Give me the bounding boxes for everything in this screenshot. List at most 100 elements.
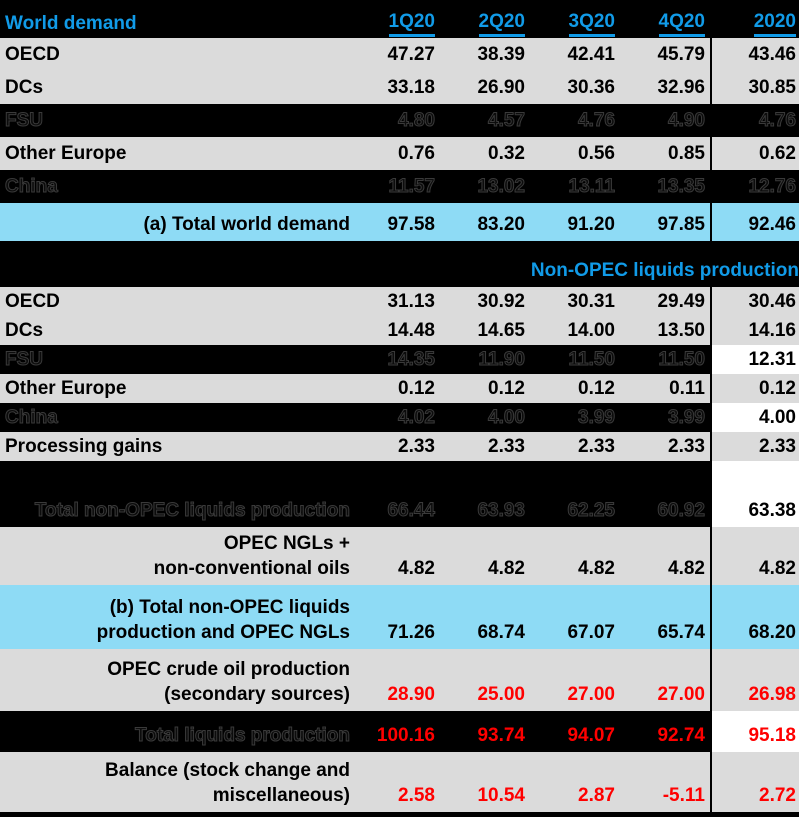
col-header-1q20: 1Q20: [350, 8, 440, 38]
col-header-4q20: 4Q20: [620, 8, 710, 38]
section-non-opec-label: Non-OPEC liquids production: [530, 260, 799, 281]
row-processing-gains-value-4q20: 2.33: [668, 436, 705, 457]
row-fsu-demand-value-2020: 4.76: [710, 104, 799, 137]
row-opec-ngls-value-2q20: 4.82: [488, 558, 525, 579]
row-total-non-opec: Total non-OPEC liquids production 66.44 63…: [0, 461, 799, 527]
row-opec-ngls-value-2020: 4.82: [710, 527, 799, 585]
row-opec-ngls-value-3q20: 4.82: [578, 558, 615, 579]
row-china-production-value-2020: 4.00: [710, 403, 799, 432]
row-total-world-demand-value-1q20: 97.58: [387, 214, 435, 235]
row-dcs-demand-value-3q20: 30.36: [567, 77, 615, 98]
col-header-2q20: 2Q20: [440, 8, 530, 38]
row-dcs-demand-value-2q20: 26.90: [477, 77, 525, 98]
row-china-production-value-1q20: 4.02: [398, 407, 436, 429]
row-oecd-production-value-3q20: 30.31: [567, 291, 615, 312]
row-fsu-production-value-2q20: 11.90: [478, 349, 526, 371]
row-total-non-opec-value-1q20: 66.44: [387, 500, 436, 522]
col-header-1q20-label: 1Q20: [388, 9, 435, 37]
row-dcs-production: DCs 14.48 14.65 14.00 13.50 14.16: [0, 316, 799, 345]
row-total-liquids-value-4q20: 92.74: [657, 725, 705, 746]
row-balance-value-4q20: -5.11: [662, 785, 705, 806]
row-total-world-demand-value-2q20: 83.20: [477, 214, 525, 235]
row-total-non-opec-and-ngls-value-4q20: 65.74: [657, 622, 705, 643]
row-opec-crude: OPEC crude oil production (secondary sour…: [0, 649, 799, 711]
row-processing-gains-label: Processing gains: [5, 436, 163, 457]
row-fsu-production-value-2020: 12.31: [710, 345, 799, 374]
row-oecd-production: OECD 31.13 30.92 30.31 29.49 30.46: [0, 287, 799, 316]
row-fsu-production-value-3q20: 11.50: [568, 349, 616, 371]
row-china-production-value-3q20: 3.99: [578, 407, 616, 429]
row-other-europe-production-value-2020: 0.12: [710, 374, 799, 403]
row-opec-ngls: OPEC NGLs + non-conventional oils 4.82 4.82…: [0, 527, 799, 585]
row-dcs-production-value-4q20: 13.50: [657, 320, 705, 341]
col-header-3q20-label: 3Q20: [568, 9, 615, 37]
row-total-liquids-value-1q20: 100.16: [376, 725, 435, 746]
row-other-europe-production-value-4q20: 0.11: [669, 378, 705, 399]
row-balance-value-1q20: 2.58: [398, 785, 435, 806]
row-china-demand-value-3q20: 13.11: [568, 176, 616, 198]
row-dcs-demand-label: DCs: [5, 77, 44, 98]
row-oecd-production-value-4q20: 29.49: [657, 291, 705, 312]
row-dcs-production-value-3q20: 14.00: [567, 320, 615, 341]
row-oecd-demand-value-4q20: 45.79: [657, 44, 705, 65]
table-title: World demand: [5, 12, 137, 34]
row-fsu-production-value-1q20: 14.35: [387, 349, 436, 371]
col-header-2q20-label: 2Q20: [478, 9, 525, 37]
row-processing-gains-value-1q20: 2.33: [398, 436, 435, 457]
row-fsu-demand-value-2q20: 4.57: [488, 110, 526, 132]
row-total-non-opec-value-2020: 63.38: [710, 461, 799, 527]
row-total-non-opec-and-ngls-value-3q20: 67.07: [567, 622, 615, 643]
row-dcs-production-label: DCs: [5, 320, 44, 341]
row-other-europe-demand-value-4q20: 0.85: [668, 143, 705, 164]
row-opec-crude-value-3q20: 27.00: [567, 684, 615, 705]
row-oecd-demand-value-3q20: 42.41: [567, 44, 615, 65]
row-dcs-demand: DCs 33.18 26.90 30.36 32.96 30.85: [0, 71, 799, 104]
row-other-europe-production-value-3q20: 0.12: [578, 378, 615, 399]
row-total-liquids-value-3q20: 94.07: [567, 725, 615, 746]
row-processing-gains-value-2020: 2.33: [710, 432, 799, 461]
row-dcs-production-value-1q20: 14.48: [387, 320, 435, 341]
row-total-non-opec-value-2q20: 63.93: [477, 500, 526, 522]
row-total-non-opec-and-ngls-value-2020: 68.20: [710, 585, 799, 649]
section-non-opec: Non-OPEC liquids production: [0, 241, 799, 287]
row-total-world-demand-label: (a) Total world demand: [143, 214, 350, 235]
row-total-liquids: Total liquids production 100.16 93.74 94.07…: [0, 711, 799, 752]
row-processing-gains: Processing gains 2.33 2.33 2.33 2.33 2.33: [0, 432, 799, 461]
col-header-2020-label: 2020: [753, 9, 796, 37]
col-header-2020: 2020: [710, 8, 799, 38]
row-other-europe-demand-value-1q20: 0.76: [398, 143, 435, 164]
row-other-europe-demand-value-3q20: 0.56: [578, 143, 615, 164]
row-fsu-demand-value-3q20: 4.76: [578, 110, 616, 132]
row-fsu-demand-value-1q20: 4.80: [398, 110, 436, 132]
row-total-non-opec-value-3q20: 62.25: [567, 500, 616, 522]
row-balance-value-2q20: 10.54: [477, 785, 525, 806]
row-opec-crude-value-2020: 26.98: [710, 649, 799, 711]
row-fsu-demand-value-4q20: 4.90: [668, 110, 706, 132]
row-fsu-production: FSU 14.35 11.90 11.50 11.50 12.31: [0, 345, 799, 374]
row-total-world-demand-value-2020: 92.46: [710, 203, 799, 241]
row-total-non-opec-and-ngls: (b) Total non-OPEC liquids production and…: [0, 585, 799, 649]
row-balance: Balance (stock change and miscellaneous) 2…: [0, 752, 799, 812]
row-total-liquids-value-2020: 95.18: [710, 711, 799, 752]
row-china-production: China 4.02 4.00 3.99 3.99 4.00: [0, 403, 799, 432]
row-other-europe-demand-value-2q20: 0.32: [488, 143, 525, 164]
row-fsu-demand: FSU 4.80 4.57 4.76 4.90 4.76: [0, 104, 799, 137]
row-opec-ngls-value-4q20: 4.82: [668, 558, 705, 579]
row-oecd-demand-label: OECD: [5, 44, 60, 65]
row-dcs-production-value-2q20: 14.65: [477, 320, 525, 341]
row-fsu-production-label: FSU: [5, 349, 44, 371]
row-total-world-demand-value-3q20: 91.20: [567, 214, 615, 235]
row-opec-ngls-value-1q20: 4.82: [398, 558, 435, 579]
row-china-production-value-4q20: 3.99: [668, 407, 706, 429]
row-oecd-demand-value-1q20: 47.27: [387, 44, 435, 65]
col-header-4q20-label: 4Q20: [658, 9, 705, 37]
row-other-europe-production-label: Other Europe: [5, 378, 127, 399]
row-oecd-production-value-2020: 30.46: [710, 287, 799, 316]
row-other-europe-demand-label: Other Europe: [5, 143, 127, 164]
row-total-non-opec-and-ngls-value-2q20: 68.74: [477, 622, 525, 643]
column-header-row: World demand 1Q20 2Q20 3Q20 4Q20 2020: [0, 8, 799, 38]
row-oecd-production-label: OECD: [5, 291, 60, 312]
row-total-world-demand-value-4q20: 97.85: [657, 214, 705, 235]
row-dcs-demand-value-1q20: 33.18: [387, 77, 435, 98]
row-china-demand-value-1q20: 11.57: [388, 176, 436, 198]
